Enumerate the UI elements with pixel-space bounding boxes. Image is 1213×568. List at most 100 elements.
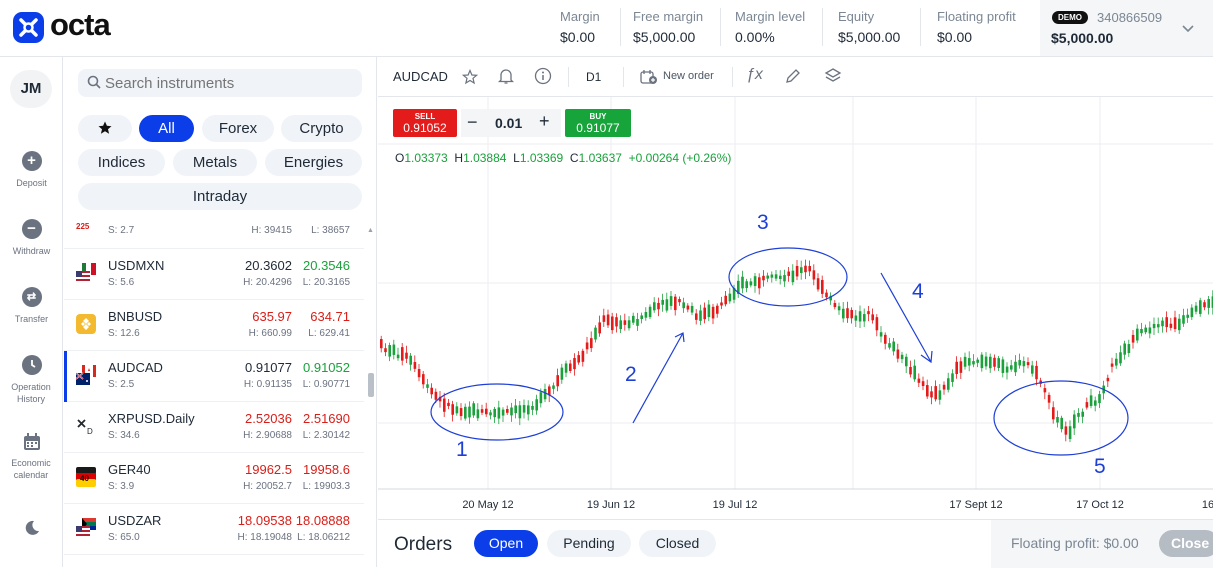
scrollbar-thumb[interactable] (368, 373, 374, 397)
list-item-selected[interactable]: AUDCAD S: 2.5 0.91077 0.91052 H: 0.91135… (64, 351, 364, 402)
filter-crypto[interactable]: Crypto (281, 115, 362, 142)
close-value: 1.03637 (578, 151, 622, 165)
close-all-button[interactable]: Close (1159, 530, 1213, 557)
candle (1190, 307, 1194, 318)
avatar[interactable]: JM (10, 70, 52, 108)
annotation-ellipse-5 (993, 380, 1129, 456)
index-badge: 225 (76, 222, 90, 231)
scrollbar[interactable]: ▲ (367, 227, 375, 567)
candle (896, 349, 900, 359)
annotation-label-5: 5 (1094, 455, 1106, 478)
list-item[interactable]: BNBUSD S: 12.6 635.97 634.71 H: 660.99 L… (64, 300, 364, 351)
filter-energies[interactable]: Energies (265, 149, 362, 176)
candle (1089, 395, 1093, 407)
candle (934, 386, 937, 400)
account-id: 340866509 (1097, 10, 1163, 25)
quantity-stepper[interactable]: − 0.01 + (461, 109, 561, 137)
filter-favorites[interactable] (78, 115, 132, 142)
candle (686, 305, 690, 310)
metric-value: $0.00 (560, 29, 596, 45)
svg-text:40: 40 (80, 474, 89, 483)
account-balance: $5,000.00 (1051, 30, 1114, 46)
candle (1098, 394, 1101, 404)
indicators-fx-icon[interactable]: ƒx (746, 66, 763, 83)
chart-symbol[interactable]: AUDCAD (393, 69, 448, 84)
candle (548, 386, 551, 396)
bell-icon[interactable] (497, 67, 518, 87)
list-item[interactable]: 225 S: 2.7 H: 39415 L: 38657 (64, 213, 364, 249)
annotation-label-2: 2 (625, 363, 637, 386)
search-input[interactable] (105, 73, 355, 93)
annotations (430, 247, 1129, 456)
candle (1140, 328, 1143, 334)
orders-title: Orders (394, 534, 453, 555)
buy-button[interactable]: BUY 0.91077 (565, 109, 631, 137)
metric-value: $5,000.00 (838, 29, 901, 45)
candle (1115, 358, 1118, 366)
candle (741, 276, 744, 289)
high-text: H: 2.90688 (243, 430, 292, 441)
scroll-up-arrow-icon[interactable]: ▲ (367, 227, 374, 234)
chevron-down-icon[interactable] (1182, 20, 1194, 36)
symbol-name: USDZAR (108, 513, 162, 528)
theme-toggle[interactable] (0, 520, 63, 536)
filter-intraday[interactable]: Intraday (78, 183, 362, 210)
candle (493, 408, 496, 418)
layers-icon[interactable] (824, 67, 844, 87)
symbol-name: USDMXN (108, 258, 165, 273)
tab-pending[interactable]: Pending (547, 530, 631, 557)
info-icon[interactable] (534, 67, 554, 87)
candle (476, 409, 480, 419)
plus-button[interactable]: + (539, 111, 550, 131)
candle (388, 345, 391, 357)
candle (829, 295, 832, 301)
list-item[interactable]: USDMXN S: 5.6 20.3602 20.3546 H: 20.4296… (64, 249, 364, 300)
symbol-name: AUDCAD (108, 360, 163, 375)
candle (1094, 400, 1097, 406)
filter-forex[interactable]: Forex (202, 115, 274, 142)
annotation-arrow-4 (880, 272, 932, 363)
candle (1148, 327, 1152, 334)
candlestick-chart[interactable]: 20 May 12 19 Jun 12 19 Jul 12 17 Sept 12… (378, 97, 1213, 519)
candle (1068, 426, 1072, 440)
nav-deposit[interactable]: + Deposit (0, 151, 63, 189)
metric-label: Free margin (633, 9, 704, 24)
new-order-button[interactable]: New order (640, 67, 720, 87)
nav-operation-history[interactable]: Operation History (0, 355, 63, 405)
candle (1060, 417, 1063, 430)
list-item[interactable]: D XRPUSD.Daily S: 34.6 2.52036 2.51690 H… (64, 402, 364, 453)
candle (1005, 366, 1009, 373)
moon-icon (24, 520, 40, 536)
nav-withdraw[interactable]: − Withdraw (0, 219, 63, 257)
filter-indices[interactable]: Indices (78, 149, 165, 176)
candle (795, 265, 799, 277)
filter-all[interactable]: All (139, 115, 194, 142)
octa-logo[interactable]: octa (12, 7, 122, 45)
pencil-icon[interactable] (784, 67, 804, 87)
candle (384, 348, 387, 353)
spread-text: S: 2.5 (108, 379, 135, 390)
candle (1014, 361, 1017, 373)
timeframe-selector[interactable]: D1 (586, 70, 602, 84)
quantity-value[interactable]: 0.01 (495, 115, 523, 131)
candle (661, 299, 664, 305)
candle (724, 295, 727, 305)
minus-button[interactable]: − (467, 112, 478, 132)
candle (774, 274, 778, 279)
sell-button[interactable]: SELL 0.91052 (393, 109, 457, 137)
account-switcher[interactable]: DEMO 340866509 $5,000.00 (1040, 0, 1213, 56)
list-item[interactable]: USDZAR S: 65.0 18.09538 18.08888 H: 18.1… (64, 504, 364, 555)
nav-economic-calendar[interactable]: Economic calendar (0, 433, 63, 481)
candle (1161, 320, 1164, 327)
nav-transfer[interactable]: ⇄ Transfer (0, 287, 63, 325)
star-outline-icon[interactable] (461, 67, 482, 87)
tab-closed[interactable]: Closed (639, 530, 716, 557)
candle (564, 363, 568, 373)
search-box[interactable] (78, 69, 362, 97)
candle (1194, 305, 1198, 312)
candles (380, 259, 1213, 443)
list-item[interactable]: 40 GER40 S: 3.9 19962.5 19958.6 H: 20052… (64, 453, 364, 504)
filter-metals[interactable]: Metals (173, 149, 257, 176)
tab-open[interactable]: Open (474, 530, 538, 557)
equity-metric: Equity $5,000.00 (838, 9, 900, 45)
